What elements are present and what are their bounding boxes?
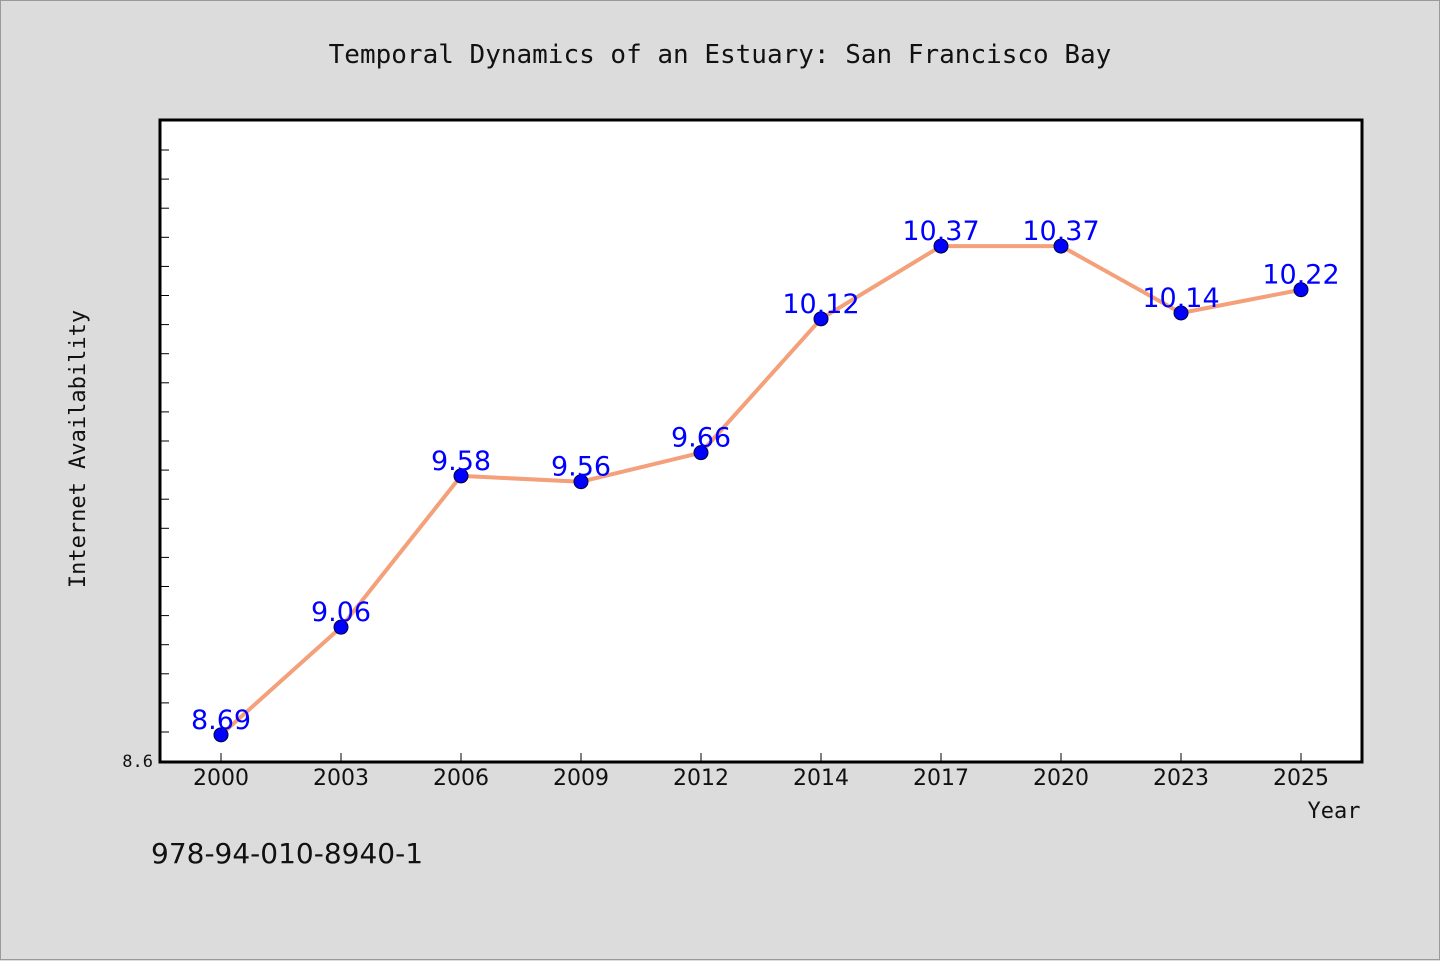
chart-title: Temporal Dynamics of an Estuary: San Fra…: [329, 40, 1112, 70]
data-point: [933, 238, 949, 254]
data-point: [1053, 238, 1069, 254]
x-tick-label: 2025: [1273, 766, 1329, 791]
data-point: [453, 468, 469, 484]
data-label: 10.12: [782, 289, 859, 320]
x-tick-label: 2020: [1033, 766, 1089, 791]
data-point: [1293, 282, 1309, 298]
data-markers: [213, 238, 1309, 743]
x-tick-label: 2009: [553, 766, 609, 791]
x-axis-label: Year: [1308, 799, 1361, 824]
data-point: [1173, 305, 1189, 321]
data-label: 10.37: [1022, 216, 1099, 247]
x-axis-ticks: 2000 2003 2006 2009 2012 2014 2017 2020 2023 2025: [193, 753, 1329, 791]
data-label: 8.69: [191, 705, 251, 736]
data-point: [213, 727, 229, 743]
y-axis-ticks: 8.6: [122, 149, 169, 772]
x-tick-label: 2000: [193, 766, 249, 791]
data-label: 9.66: [671, 423, 731, 454]
data-labels: 8.69 9.06 9.58 9.56 9.66 10.12 10.37 10.37 10.14…: [191, 216, 1340, 736]
data-point: [333, 619, 349, 635]
data-point: [813, 311, 829, 327]
data-label: 10.14: [1142, 283, 1219, 314]
data-label: 10.22: [1262, 260, 1339, 291]
y-tick-label: 8.6: [122, 752, 153, 772]
series-line: [219, 244, 1302, 737]
plot-area: [158, 118, 1364, 764]
x-tick-label: 2012: [673, 766, 729, 791]
x-tick-label: 2006: [433, 766, 489, 791]
data-label: 10.37: [902, 216, 979, 247]
x-tick-label: 2023: [1153, 766, 1209, 791]
data-point: [573, 474, 589, 490]
x-tick-label: 2017: [913, 766, 969, 791]
data-label: 9.06: [311, 597, 371, 628]
isbn-text: 978-94-010-8940-1: [151, 837, 423, 870]
data-label: 9.56: [551, 452, 611, 483]
x-tick-label: 2003: [313, 766, 369, 791]
x-tick-label: 2014: [793, 766, 849, 791]
data-label: 9.58: [431, 446, 491, 477]
y-axis-label: Internet Availability: [66, 310, 91, 588]
data-point: [693, 445, 709, 461]
